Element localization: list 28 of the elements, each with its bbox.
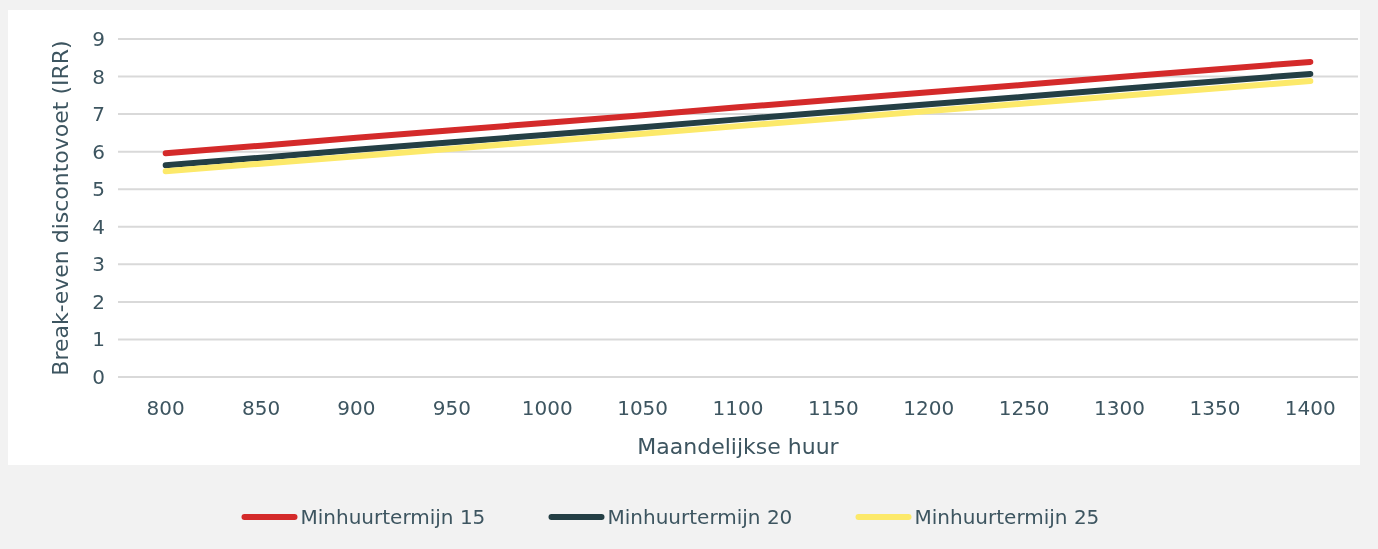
- x-tick-label: 950: [432, 396, 471, 420]
- x-tick-label: 1150: [807, 396, 859, 420]
- y-axis-title: Break-even discontovoet (IRR): [48, 40, 73, 376]
- x-axis-title: Maandelijkse huur: [637, 434, 840, 459]
- y-tick-label: 7: [92, 102, 105, 127]
- y-tick-label: 3: [92, 252, 105, 277]
- y-tick-label: 5: [92, 177, 105, 202]
- y-tick-label: 9: [92, 27, 105, 51]
- legend-label: Minhuurtermijn 20: [607, 505, 793, 529]
- x-tick-label: 1000: [521, 396, 573, 420]
- x-tick-label: 1100: [712, 396, 764, 420]
- x-tick-label: 1300: [1094, 396, 1145, 420]
- y-tick-label: 1: [92, 327, 105, 352]
- y-tick-label: 8: [92, 64, 105, 89]
- x-tick-label: 850: [241, 396, 281, 420]
- y-tick-label: 4: [92, 214, 105, 239]
- x-tick-label: 1350: [1189, 396, 1241, 420]
- x-tick-label: 800: [146, 396, 185, 420]
- x-tick-label: 1200: [903, 396, 955, 420]
- legend-label: Minhuurtermijn 15: [300, 505, 486, 529]
- y-tick-label: 2: [92, 289, 105, 314]
- legend-label: Minhuurtermijn 25: [914, 505, 1100, 529]
- x-tick-label: 900: [337, 396, 376, 420]
- y-tick-label: 0: [92, 365, 105, 389]
- x-tick-label: 1400: [1284, 396, 1336, 420]
- x-tick-label: 1050: [617, 396, 669, 420]
- x-tick-label: 1250: [998, 396, 1050, 420]
- y-tick-label: 6: [92, 139, 105, 164]
